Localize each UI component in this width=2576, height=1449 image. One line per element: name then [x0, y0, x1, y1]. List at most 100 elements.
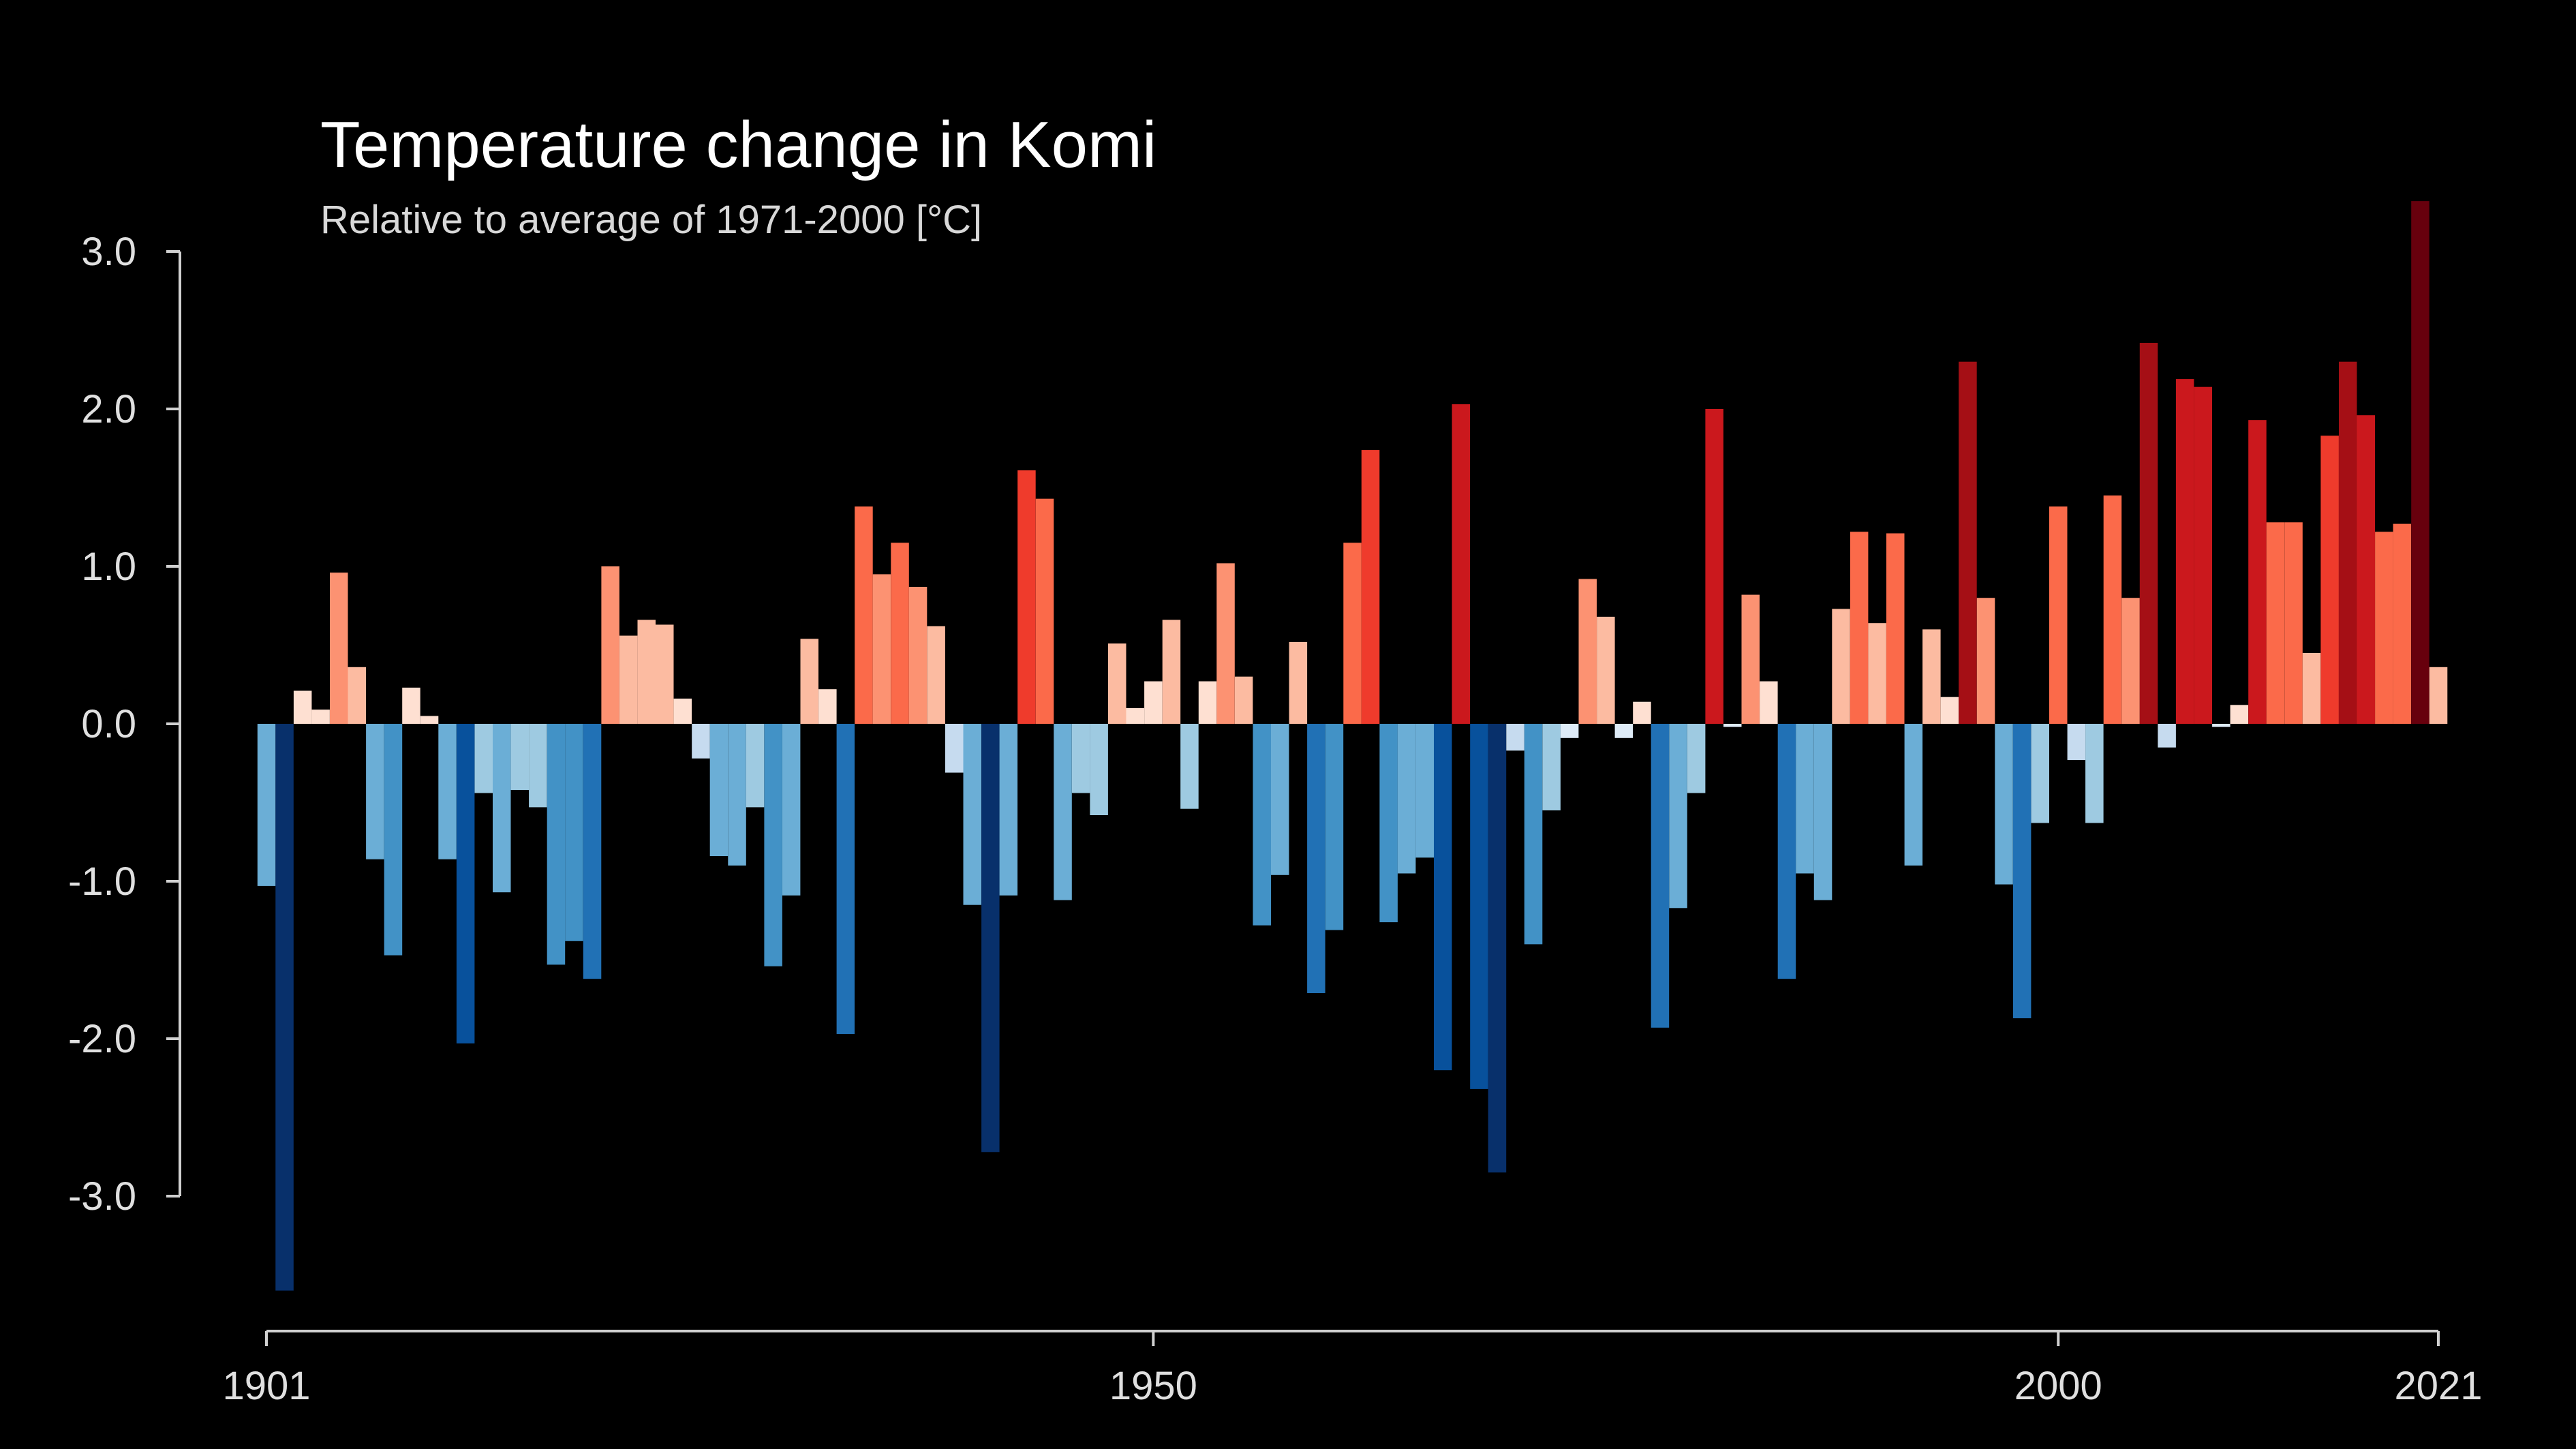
bar-1999: [2031, 724, 2049, 823]
y-tick-label: 1.0: [81, 545, 136, 589]
y-tick-label: 2.0: [81, 387, 136, 431]
bar-1936: [891, 543, 909, 724]
bar-1973: [1560, 724, 1579, 738]
bar-1908: [384, 724, 403, 956]
bar-1983: [1741, 594, 1760, 724]
bar-1995: [1959, 361, 1977, 724]
bar-1981: [1705, 409, 1723, 724]
bar-1957: [1271, 724, 1289, 875]
bar-1919: [583, 724, 602, 979]
bar-1991: [1886, 533, 1905, 724]
bar-1928: [746, 724, 765, 808]
bar-1964: [1397, 724, 1416, 874]
bar-2005: [2139, 343, 2158, 724]
bar-2017: [2357, 415, 2375, 724]
bar-1962: [1361, 450, 1380, 724]
bar-2000: [2049, 506, 2068, 724]
bar-1952: [1180, 724, 1199, 809]
bar-1930: [782, 724, 801, 896]
bar-1996: [1976, 598, 1995, 724]
bar-2021: [2429, 667, 2448, 724]
x-tick-label: 2021: [2394, 1364, 2482, 1408]
bar-1902: [275, 724, 294, 1291]
bar-2006: [2158, 724, 2176, 748]
bar-1985: [1777, 724, 1796, 979]
bar-1941: [981, 724, 1000, 1153]
y-tick-label: -3.0: [68, 1174, 136, 1219]
bar-2011: [2248, 420, 2267, 724]
bar-1963: [1379, 724, 1398, 923]
bar-1994: [1940, 697, 1959, 724]
bar-1905: [330, 573, 348, 724]
bar-1976: [1614, 724, 1634, 738]
bar-1987: [1813, 724, 1833, 900]
bar-1977: [1633, 701, 1651, 724]
bar-1944: [1035, 498, 1054, 724]
y-axis: 3.0 2.0 1.0 0.0 -1.0 -2.0 -3.0: [68, 230, 181, 1219]
bar-1959: [1307, 724, 1325, 993]
bar-1922: [637, 620, 656, 724]
bar-1923: [656, 624, 674, 724]
bar-1954: [1216, 563, 1235, 724]
bar-2015: [2320, 436, 2339, 724]
bar-1948: [1108, 643, 1126, 724]
bar-1925: [692, 724, 710, 759]
bar-1997: [1995, 724, 2013, 885]
bar-1915: [510, 724, 530, 790]
bar-2007: [2175, 379, 2194, 724]
bar-1938: [927, 626, 945, 724]
bar-1901: [257, 724, 276, 886]
bar-1939: [945, 724, 964, 773]
bar-1978: [1651, 724, 1670, 1028]
bar-1934: [855, 506, 873, 724]
bar-1972: [1542, 724, 1561, 810]
bar-1942: [999, 724, 1018, 896]
bar-2012: [2266, 522, 2285, 724]
bar-1909: [402, 687, 420, 724]
bar-1998: [2012, 724, 2031, 1018]
bar-1911: [438, 724, 457, 859]
bar-1982: [1723, 724, 1742, 727]
bar-1950: [1144, 681, 1163, 724]
bar-1955: [1234, 676, 1253, 724]
bar-2010: [2230, 705, 2249, 724]
bar-1924: [673, 699, 692, 724]
bar-1965: [1415, 724, 1434, 858]
bar-1946: [1071, 724, 1090, 793]
x-tick-label: 2000: [2014, 1364, 2102, 1408]
x-axis: 1901 1950 2000 2021: [222, 1330, 2483, 1408]
bar-2001: [2067, 724, 2086, 761]
bar-1921: [619, 635, 638, 724]
bar-1904: [311, 710, 330, 724]
bar-1913: [474, 724, 493, 793]
bar-2019: [2393, 523, 2412, 724]
bar-2008: [2194, 386, 2212, 724]
bar-1988: [1832, 609, 1850, 724]
bar-1914: [493, 724, 511, 893]
bar-1910: [420, 716, 439, 724]
bar-1974: [1578, 579, 1597, 724]
bar-1953: [1198, 681, 1217, 724]
bar-1920: [601, 566, 619, 724]
bar-1906: [348, 667, 366, 724]
bar-2009: [2212, 724, 2230, 727]
bar-1961: [1343, 543, 1362, 724]
bar-1980: [1687, 724, 1706, 793]
bar-1916: [529, 724, 547, 808]
bar-2016: [2339, 361, 2357, 724]
bar-1932: [818, 689, 837, 724]
bar-1979: [1669, 724, 1687, 909]
chart-title: Temperature change in Komi: [320, 108, 1156, 181]
bar-1945: [1054, 724, 1072, 900]
bar-1992: [1904, 724, 1923, 866]
bar-1943: [1017, 470, 1036, 724]
bar-1956: [1253, 724, 1271, 926]
bar-2004: [2121, 598, 2140, 724]
chart-subtitle: Relative to average of 1971-2000 [°C]: [320, 198, 982, 242]
bar-1912: [456, 724, 475, 1043]
bar-2013: [2284, 522, 2303, 724]
bar-1933: [836, 724, 855, 1035]
bar-1969: [1488, 724, 1507, 1173]
bar-1993: [1922, 629, 1941, 724]
bar-1907: [366, 724, 384, 859]
